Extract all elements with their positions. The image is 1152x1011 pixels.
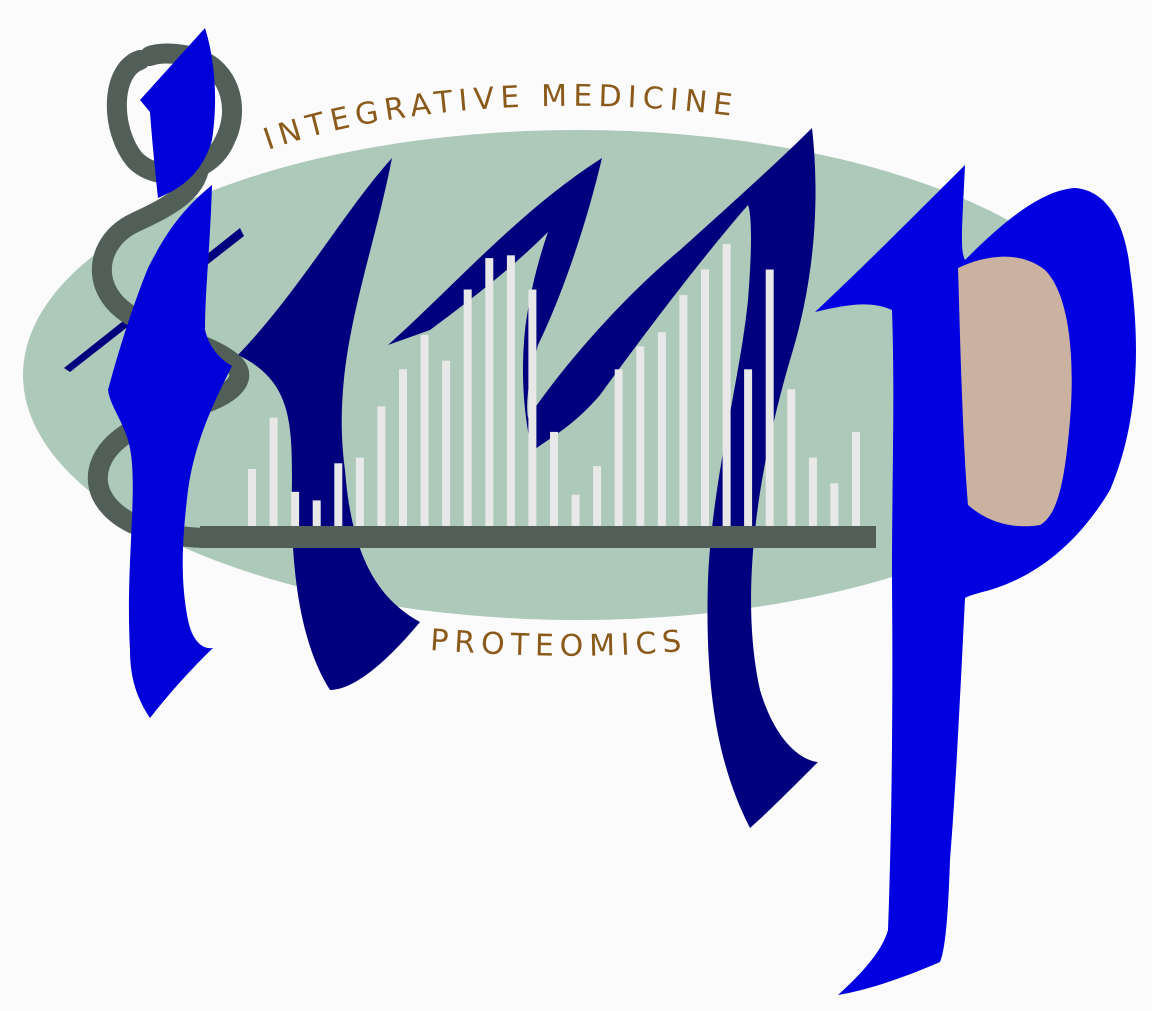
letter-i-dot bbox=[140, 28, 216, 198]
spectrum-peak bbox=[830, 483, 839, 527]
spectrum-peak bbox=[248, 469, 256, 526]
spectrum-peak bbox=[614, 369, 623, 527]
spectrum-peak bbox=[291, 491, 300, 526]
spectrum-peak bbox=[808, 457, 817, 526]
spectrum-peak bbox=[679, 295, 688, 526]
spectrum-peak bbox=[636, 346, 645, 526]
spectrum-peak bbox=[334, 463, 343, 526]
spectrum-peak bbox=[765, 269, 774, 526]
spectrum-peak bbox=[722, 243, 731, 526]
bottom-text: PROTEOMICS bbox=[429, 623, 689, 664]
letter-p bbox=[815, 165, 1136, 995]
spectrum-peak bbox=[550, 431, 558, 526]
spectrum-peak bbox=[442, 360, 451, 526]
spectrum-peak bbox=[852, 431, 860, 526]
spectrum-peak bbox=[399, 369, 407, 527]
spectrum-peak bbox=[593, 466, 602, 526]
spectrum-peak bbox=[420, 335, 429, 526]
spectrum-peak bbox=[528, 289, 537, 526]
spectrum-peaks bbox=[248, 243, 860, 527]
spectrum-peak bbox=[463, 289, 472, 526]
spectrum-peak bbox=[744, 369, 753, 527]
spectrum-peak bbox=[657, 332, 666, 526]
spectrum-peak bbox=[571, 494, 580, 526]
p-bowl bbox=[958, 256, 1072, 527]
letter-i bbox=[108, 28, 232, 718]
spectrum-peak bbox=[355, 457, 364, 526]
spectrum-peak bbox=[506, 255, 515, 527]
spectrum-peak bbox=[787, 389, 796, 526]
spectrum-peak bbox=[377, 406, 386, 526]
spectrum-peak bbox=[701, 269, 709, 526]
spectrum-peak bbox=[312, 500, 321, 526]
spectrum-peak bbox=[269, 417, 278, 526]
spectrum-peak bbox=[485, 258, 494, 526]
